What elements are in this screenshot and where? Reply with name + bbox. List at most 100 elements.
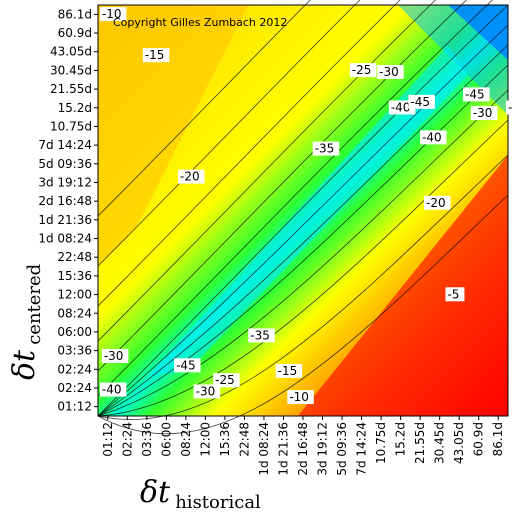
x-axis-label: δt: [140, 475, 171, 510]
contour-line: [97, 4, 509, 417]
contour-label-box: [99, 382, 127, 397]
x-tick-label: 15.2d: [394, 422, 408, 456]
y-tick-label: 02:24: [57, 362, 92, 376]
contour-label: -30: [377, 64, 404, 79]
x-tick-label: 21.55d: [413, 422, 427, 464]
contour-line: [97, 194, 509, 435]
contour-label-box: [101, 348, 129, 363]
contour-label-box: [445, 287, 465, 302]
contour-label-text: -30: [473, 106, 493, 120]
y-tick-label: 30.45d: [50, 63, 92, 77]
contour-label-box: [178, 169, 205, 184]
contour-label-box: [193, 384, 221, 399]
y-tick-label: 02:24: [57, 381, 92, 395]
contour-label: -5: [445, 287, 465, 302]
contour-label-text: -25: [352, 63, 372, 77]
contour-line: [97, 0, 361, 267]
x-tick-label: 43.05d: [452, 422, 466, 464]
contour-label-text: -40: [102, 383, 122, 397]
contour-line: [97, 89, 509, 417]
contour-label-box: [408, 94, 435, 109]
y-tick-label: 1d 21:36: [38, 213, 92, 227]
heatmap-zone-diagonal: [148, 45, 468, 376]
contour-label: -35: [248, 328, 275, 343]
x-tick-label: 2d 16:48: [296, 422, 310, 476]
contour-label-box: [99, 7, 127, 22]
contour-label: -25: [349, 63, 377, 78]
contour-label-text: -30: [196, 384, 216, 398]
contour-label: -25: [506, 100, 512, 115]
contour-label: -35: [312, 141, 340, 156]
contour-label-text: -40: [391, 100, 411, 114]
contour-label-box: [463, 87, 490, 102]
x-tick-label: 5d 09:36: [335, 422, 349, 476]
contour-label-box: [506, 100, 512, 115]
contour-line: [97, 0, 311, 217]
contour-label-box: [248, 328, 275, 343]
x-tick-label: 86.1d: [491, 422, 505, 456]
contour-label-text: -25: [508, 100, 512, 114]
contour-label-text: -30: [379, 65, 399, 79]
y-tick-label: 2d 16:48: [38, 194, 92, 208]
y-tick-label: 86.1d: [58, 7, 92, 21]
contour-label-text: -15: [278, 364, 298, 378]
y-tick-label: 08:24: [57, 306, 92, 320]
y-tick-label: 10.75d: [50, 119, 92, 133]
contour-label-box: [312, 141, 340, 156]
x-tick-label: 60.9d: [472, 422, 486, 456]
contour-label-box: [377, 64, 404, 79]
contour-label-box: [424, 195, 451, 210]
y-axis-title: δt centered: [7, 264, 45, 380]
x-tick-label: 15:36: [218, 422, 232, 457]
x-axis-title: δt historical: [140, 475, 261, 512]
contour-line: [97, 119, 509, 417]
y-axis-ticks: 01:12 02:24 02:24 03:36 06:00 08:24 12:00 15:36…: [38, 7, 98, 414]
contour-label: -30: [193, 384, 221, 399]
contour-label: -45: [463, 87, 490, 102]
x-tick-label: 7d 14:24: [355, 422, 369, 476]
contour-label: -40: [99, 382, 127, 397]
svg-text:δt historical: δt historical: [140, 475, 261, 512]
contour-label: -25: [213, 373, 240, 388]
contour-label: -10: [287, 390, 314, 405]
contour-label-box: [142, 48, 170, 63]
contour-label-text: -45: [176, 358, 196, 372]
x-axis-label-sub: historical: [175, 492, 261, 512]
contour-label-box: [420, 130, 447, 145]
y-tick-label: 22:48: [57, 250, 92, 264]
contour-label-text: -10: [289, 390, 309, 404]
y-tick-label: 1d 08:24: [38, 232, 92, 246]
y-tick-label: 01:12: [57, 400, 92, 414]
y-tick-label: 7d 14:24: [38, 138, 92, 152]
contour-label: -15: [142, 48, 170, 63]
contour-label: -15: [275, 363, 303, 378]
contour-label-text: -5: [447, 287, 459, 301]
x-tick-label: 06:00: [159, 422, 173, 457]
contour-label: -20: [424, 195, 451, 210]
contour-label: -40: [420, 130, 447, 145]
svg-text:δt centered: δt centered: [7, 264, 45, 380]
contour-label: -10: [99, 7, 127, 22]
x-tick-label: 03:36: [140, 422, 154, 457]
x-tick-label: 12:00: [198, 422, 212, 457]
contour-label-text: -20: [426, 196, 446, 210]
contour-lines: [97, 0, 509, 435]
contour-label: -40: [388, 100, 416, 115]
y-tick-label: 15:36: [57, 269, 92, 283]
contour-line: [97, 24, 509, 417]
copyright-text: Copyright Gilles Zumbach 2012: [113, 16, 287, 29]
contour-label-box: [174, 358, 201, 373]
contour-labels: -10-15-20-25-30-35-40-45-40-45-30-25-35-…: [99, 7, 512, 405]
contour-label: -20: [178, 169, 205, 184]
heatmap-zone-lower-right: [298, 155, 508, 416]
x-tick-label: 30.45d: [433, 422, 447, 464]
contour-line: [97, 0, 493, 397]
x-tick-label: 3d 19:12: [316, 422, 330, 476]
contour-line: [97, 0, 467, 372]
x-tick-label: 22:48: [237, 422, 251, 457]
contour-label-text: -10: [102, 7, 122, 21]
x-tick-label: 10.75d: [374, 422, 388, 464]
y-tick-label: 03:36: [57, 344, 92, 358]
contour-label-text: -15: [145, 48, 165, 62]
